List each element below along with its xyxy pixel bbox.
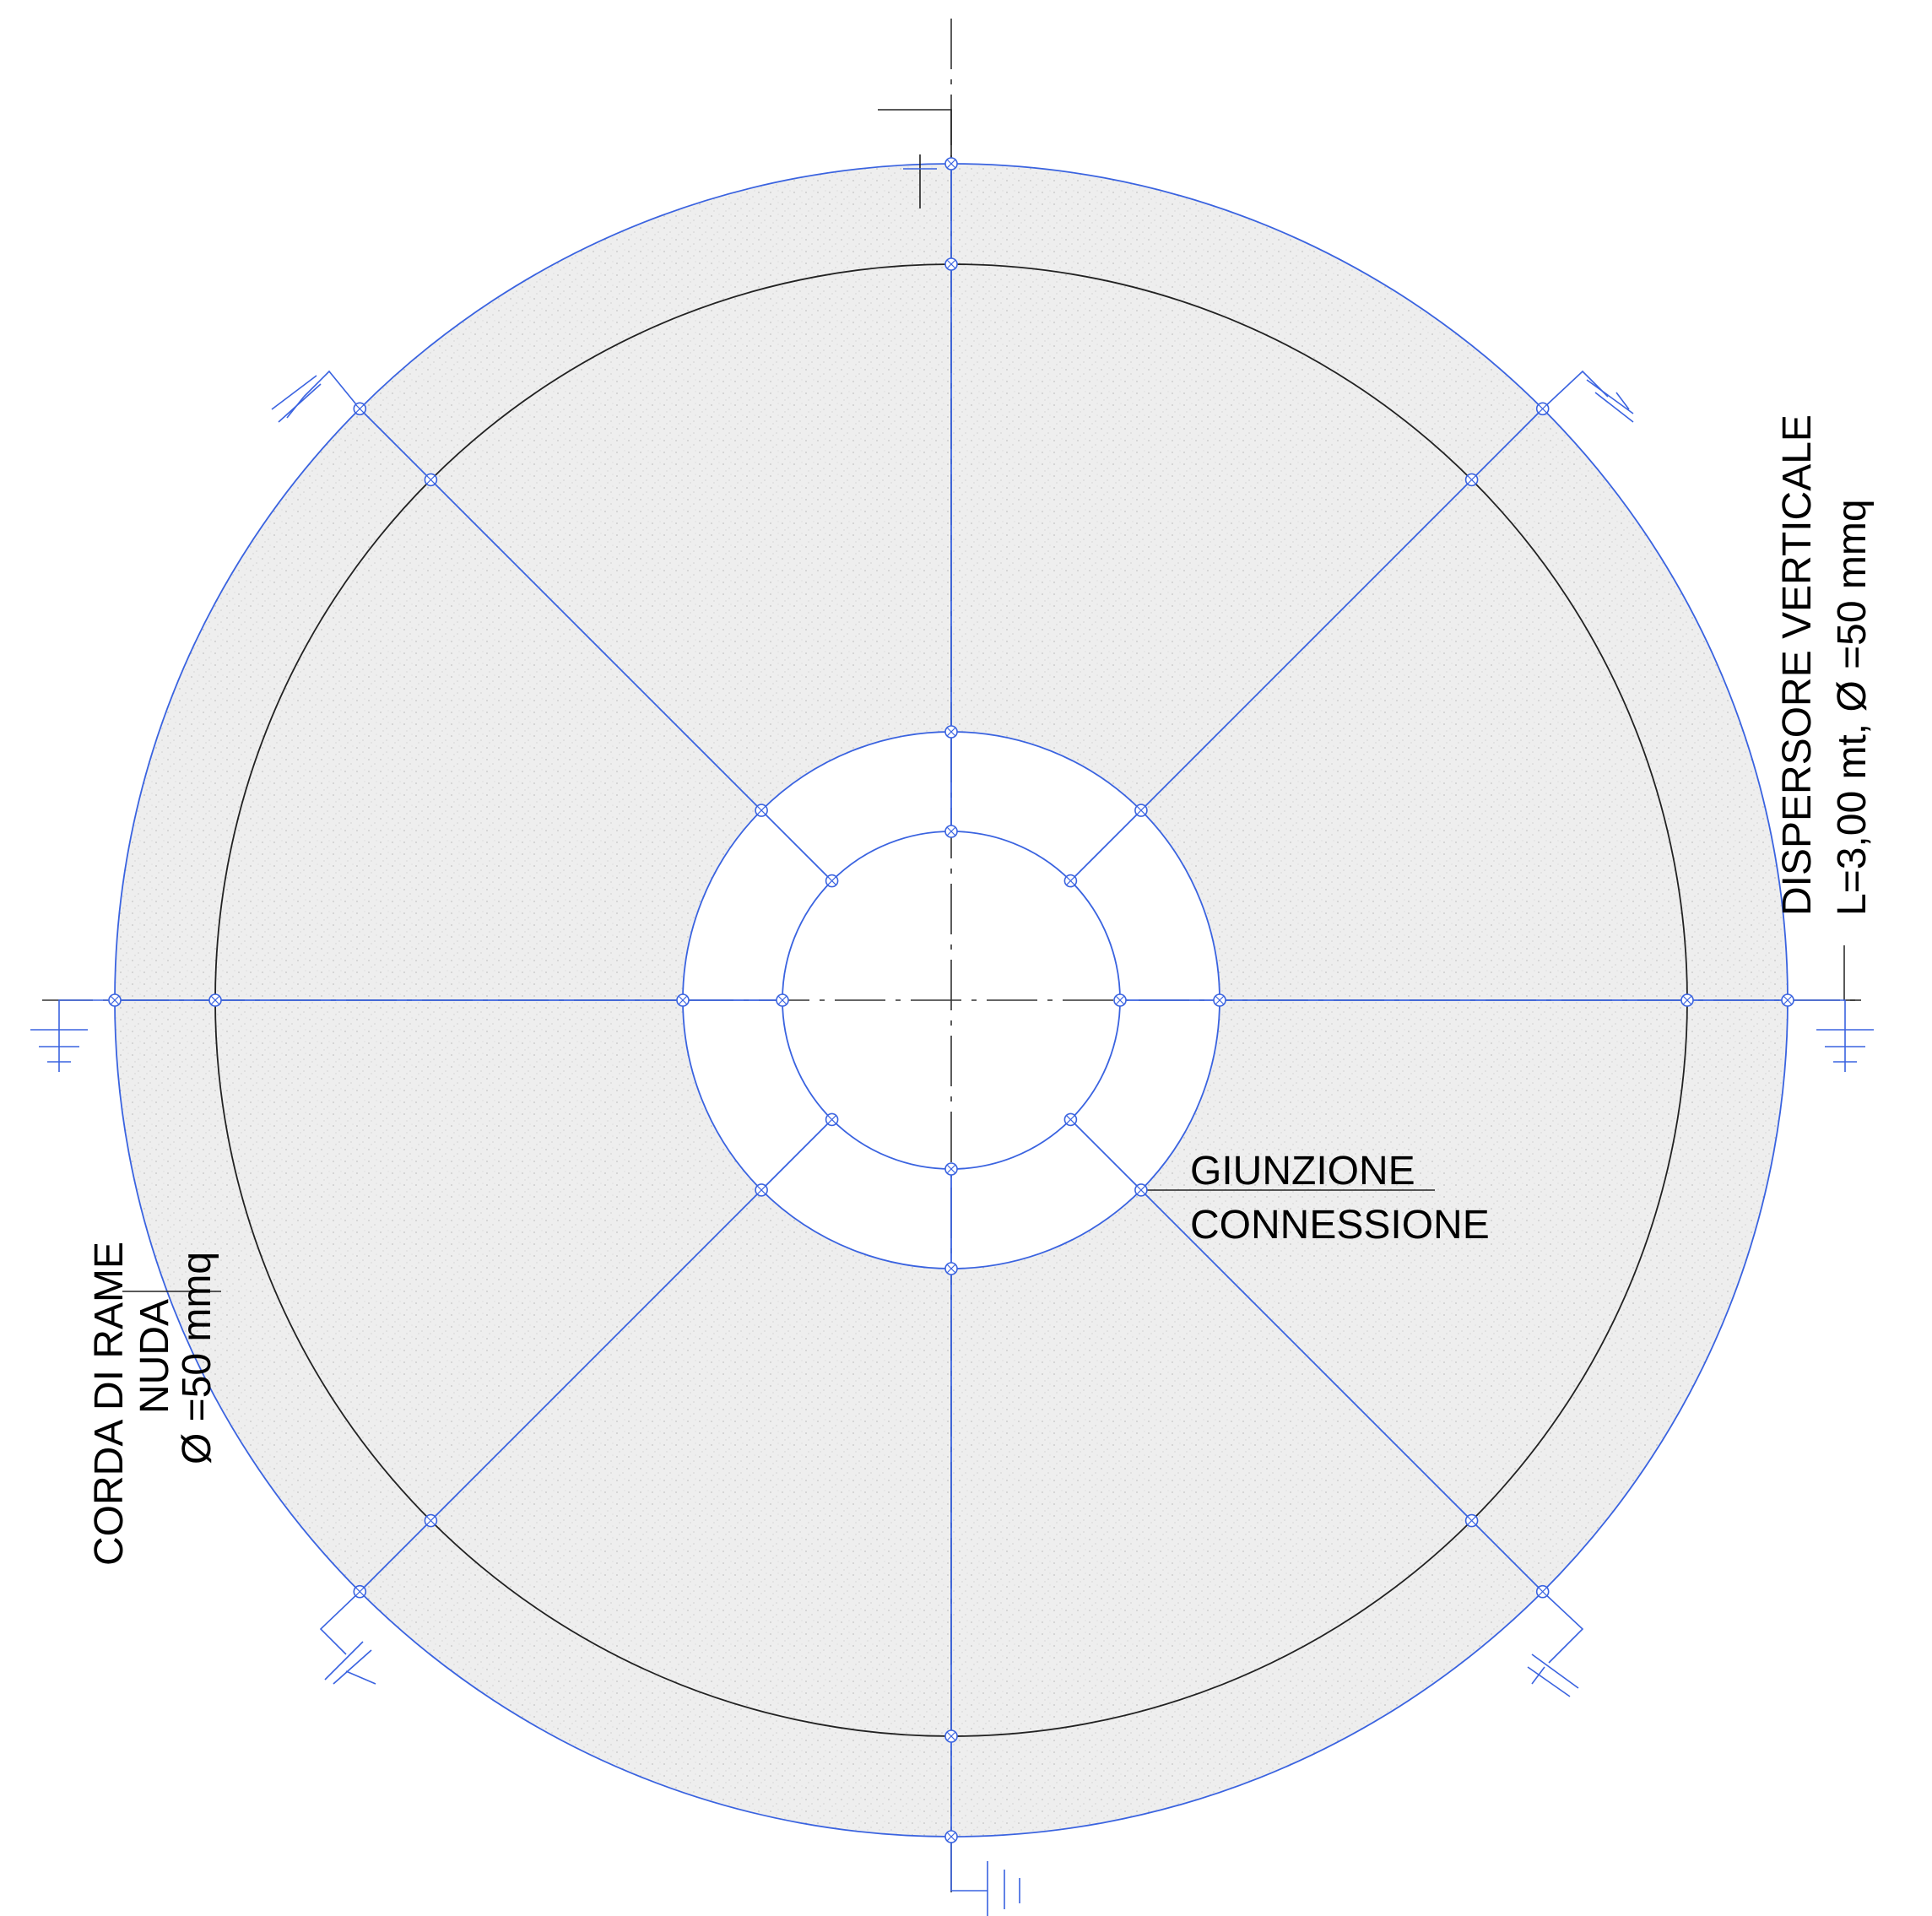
connessione-label: CONNESSIONE [1190,1203,1490,1248]
junction-marker [1134,804,1148,817]
earth-electrode-symbol-sw [319,1591,376,1685]
junction-marker [944,257,958,271]
junction-marker [1535,402,1550,416]
earth-electrode-symbol-nw [271,370,360,423]
junction-marker [353,402,367,416]
earth-electrode-symbol-north [878,109,952,208]
junction-marker [1063,874,1078,888]
junction-marker [108,993,122,1007]
junction-marker [944,825,958,838]
junction-marker [1535,1584,1550,1599]
junction-marker [1213,993,1226,1007]
junction-marker [944,157,958,170]
junction-marker [1113,993,1127,1007]
junction-marker [676,993,690,1007]
junction-marker [424,473,438,487]
junction-marker [1134,1183,1148,1197]
dispersore-title: DISPERSORE VERTICALE [1775,414,1820,916]
earth-electrode-symbol-west [30,999,115,1072]
junction-marker [1781,993,1794,1007]
giunzione-label: GIUNZIONE [1190,1149,1415,1193]
junction-marker [755,804,768,817]
junction-marker [944,1162,958,1176]
junction-marker [944,1262,958,1275]
junction-marker [1063,1112,1078,1127]
label-corda: CORDA DI RAME NUDA Ø =50 mmq [87,1242,219,1566]
earth-electrode-symbol-ne [1542,370,1634,423]
leader-dispersore [1843,945,1861,1001]
junction-marker [944,1729,958,1743]
conductor-sw [359,1118,833,1593]
junction-marker [825,1112,839,1127]
radial-conductors [115,164,1788,1837]
corda-spec: Ø =50 mmq [175,1252,219,1464]
junction-marker [353,1584,367,1599]
junction-marker [1464,1513,1479,1528]
junction-marker [776,993,789,1007]
junction-marker [825,874,839,888]
corda-title: CORDA DI RAME [87,1242,132,1566]
junction-marker [944,1830,958,1843]
junction-marker [1464,473,1479,487]
conductor-se [1069,1118,1544,1593]
label-dispersore: DISPERSORE VERTICALE L=3,00 mt, Ø =50 mm… [1775,414,1875,916]
conductor-nw [359,408,833,882]
junction-marker [1680,993,1694,1007]
junction-marker [208,993,222,1007]
junction-markers [108,157,1794,1843]
conductor-ne [1069,408,1544,882]
earth-electrode-symbol-se [1527,1591,1584,1697]
earth-electrode-symbol-east [1788,999,1874,1072]
dispersore-spec: L=3,00 mt, Ø =50 mmq [1830,499,1875,916]
junction-marker [944,725,958,739]
junction-marker [755,1183,768,1197]
earth-electrode-symbol-south [950,1837,1020,1916]
junction-marker [424,1513,438,1528]
corda-nuda: NUDA [133,1299,177,1414]
